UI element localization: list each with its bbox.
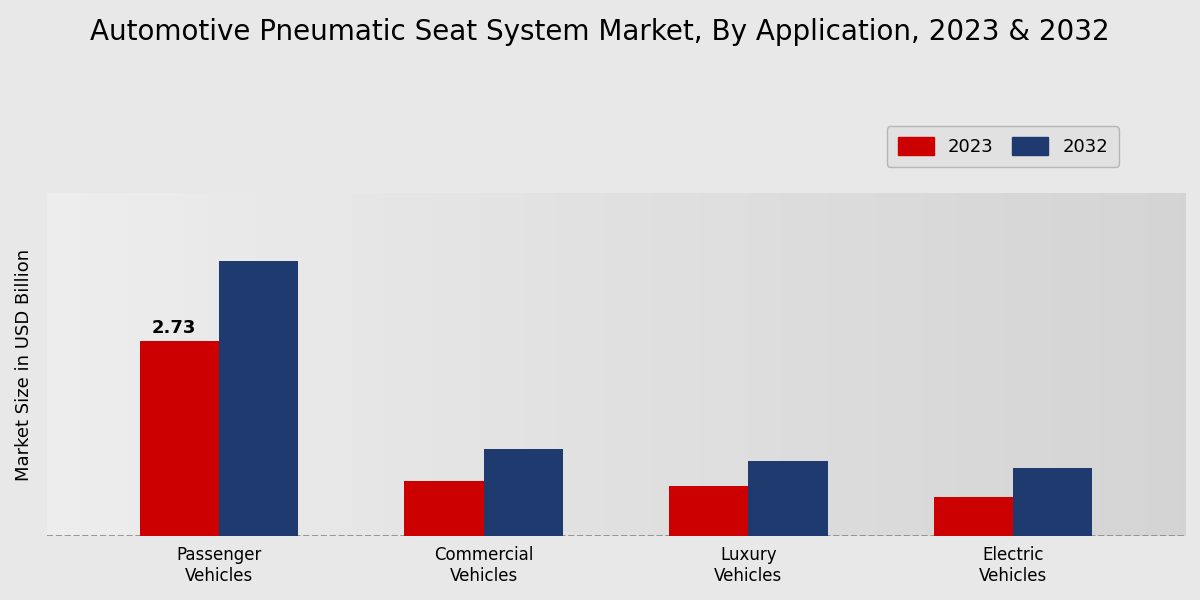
Bar	[139, 341, 218, 536]
Bar	[749, 461, 828, 536]
Text: 2.73: 2.73	[151, 319, 196, 337]
Y-axis label: Market Size in USD Billion: Market Size in USD Billion	[14, 248, 34, 481]
Text: Automotive Pneumatic Seat System Market, By Application, 2023 & 2032: Automotive Pneumatic Seat System Market,…	[90, 18, 1110, 46]
Bar	[1013, 469, 1092, 536]
Legend: 2023, 2032: 2023, 2032	[887, 126, 1120, 167]
Bar	[404, 481, 484, 536]
Bar	[934, 497, 1013, 536]
Bar	[668, 487, 749, 536]
Bar	[484, 449, 563, 536]
Bar	[218, 260, 299, 536]
